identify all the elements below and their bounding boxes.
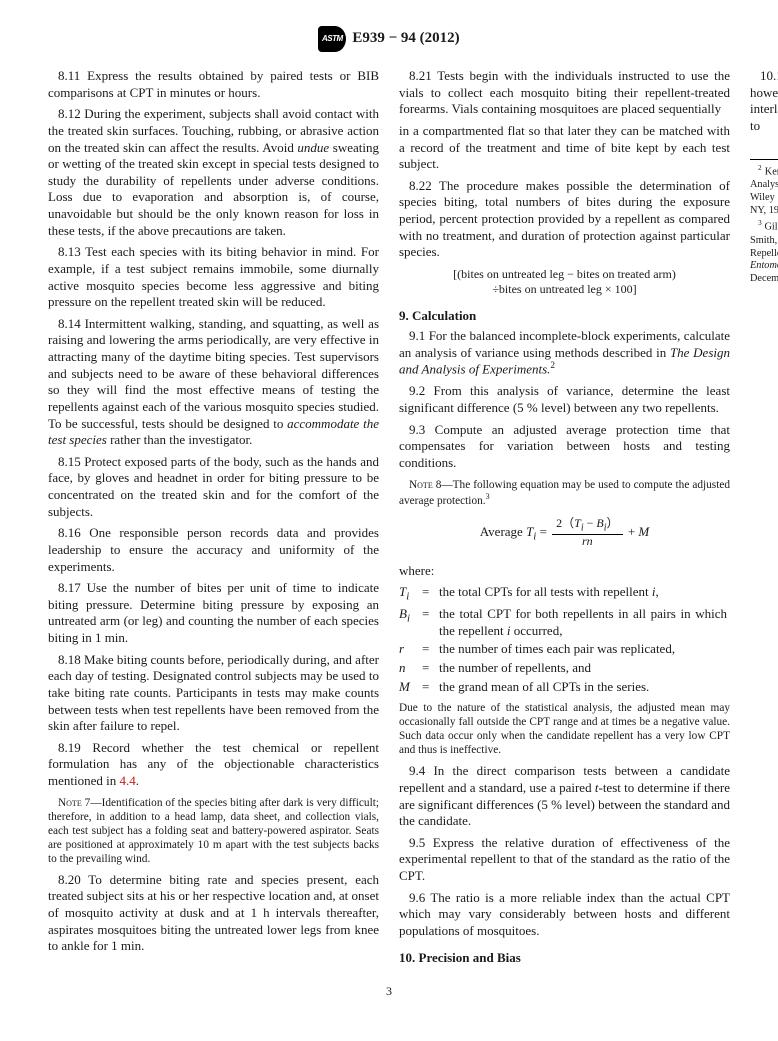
page-header: ASTM E939 − 94 (2012) <box>48 26 730 52</box>
para-8-13: 8.13 Test each species with its biting b… <box>48 244 379 311</box>
footnote-2: 2 Kempthorn, O., The Design and Analysis… <box>750 163 778 218</box>
para-9-2: 9.2 From this analysis of variance, dete… <box>399 383 730 416</box>
para-9-1: 9.1 For the balanced incomplete-block ex… <box>399 328 730 378</box>
footnotes: 2 Kempthorn, O., The Design and Analysis… <box>750 159 778 287</box>
para-9-5: 9.5 Express the relative duration of eff… <box>399 835 730 885</box>
para-8-20: 8.20 To determine biting rate and specie… <box>48 872 379 955</box>
para-8-12: 8.12 During the experiment, subjects sha… <box>48 106 379 239</box>
def-row: Bi=the total CPT for both repellents in … <box>399 605 730 640</box>
para-8-11: 8.11 Express the results obtained by pai… <box>48 68 379 101</box>
def-row: n=the number of repellents, and <box>399 659 730 678</box>
where-label: where: <box>399 563 730 580</box>
note-7-label: Note 7 <box>58 797 90 809</box>
note-7-text: —Identification of the species biting af… <box>48 797 379 865</box>
footnote-2-text: Kempthorn, O., The Design and Analysis o… <box>750 166 778 216</box>
crossref-4-4[interactable]: 4.4 <box>120 773 136 788</box>
doc-id: E939 − 94 (2012) <box>352 29 459 48</box>
para-8-19-end: . <box>136 773 139 788</box>
footnote-3: 3 Gilbert, I. H., Gouck, H. K., and Smit… <box>750 218 778 286</box>
where-definitions: Ti=the total CPTs for all tests with rep… <box>399 583 730 697</box>
para-8-19-text: 8.19 Record whether the test chemical or… <box>48 740 379 788</box>
def-row: M=the grand mean of all CPTs in the seri… <box>399 678 730 697</box>
page-number: 3 <box>48 984 730 999</box>
para-10-1: 10.1 No precision data is available for … <box>750 68 778 135</box>
note-7: Note 7—Identification of the species bit… <box>48 796 379 866</box>
note-8-label: Note 8 <box>409 479 441 491</box>
para-8-16: 8.16 One responsible person records data… <box>48 525 379 575</box>
para-8-14: 8.14 Intermittent walking, standing, and… <box>48 316 379 449</box>
para-8-15: 8.15 Protect exposed parts of the body, … <box>48 454 379 521</box>
eq1-line2: ÷bites on untreated leg × 100] <box>492 282 636 296</box>
due-note: Due to the nature of the statistical ana… <box>399 702 730 757</box>
def-row: r=the number of times each pair was repl… <box>399 640 730 659</box>
section-10-heading: 10. Precision and Bias <box>399 950 730 967</box>
equation-average-ti: Average Ti = 2（Ti − Bi） rn + M <box>399 517 730 549</box>
def-row: Ti=the total CPTs for all tests with rep… <box>399 583 730 605</box>
para-9-6: 9.6 The ratio is a more reliable index t… <box>399 890 730 940</box>
footnote-ref-2[interactable]: 2 <box>550 361 555 371</box>
section-9-heading: 9. Calculation <box>399 308 730 325</box>
para-8-18: 8.18 Make biting counts before, periodic… <box>48 652 379 735</box>
body-columns: 8.11 Express the results obtained by pai… <box>48 68 730 978</box>
para-8-19: 8.19 Record whether the test chemical or… <box>48 740 379 790</box>
para-8-21-cont: in a compartmented flat so that later th… <box>399 123 730 173</box>
eq1-line1: [(bites on untreated leg − bites on trea… <box>453 267 676 281</box>
note-8-text: —The following equation may be used to c… <box>399 479 730 507</box>
note-8: Note 8—The following equation may be use… <box>399 478 730 508</box>
para-8-22: 8.22 The procedure makes possible the de… <box>399 178 730 261</box>
para-9-3: 9.3 Compute an adjusted average protecti… <box>399 422 730 472</box>
footnote-3-sup: 3 <box>758 218 762 227</box>
para-8-17: 8.17 Use the number of bites per unit of… <box>48 580 379 647</box>
footnote-ref-3[interactable]: 3 <box>486 492 490 501</box>
para-9-4: 9.4 In the direct comparison tests betwe… <box>399 763 730 830</box>
para-8-21: 8.21 Tests begin with the individuals in… <box>399 68 730 118</box>
astm-logo-icon: ASTM <box>318 26 346 52</box>
equation-percent-protection: [(bites on untreated leg − bites on trea… <box>399 267 730 298</box>
